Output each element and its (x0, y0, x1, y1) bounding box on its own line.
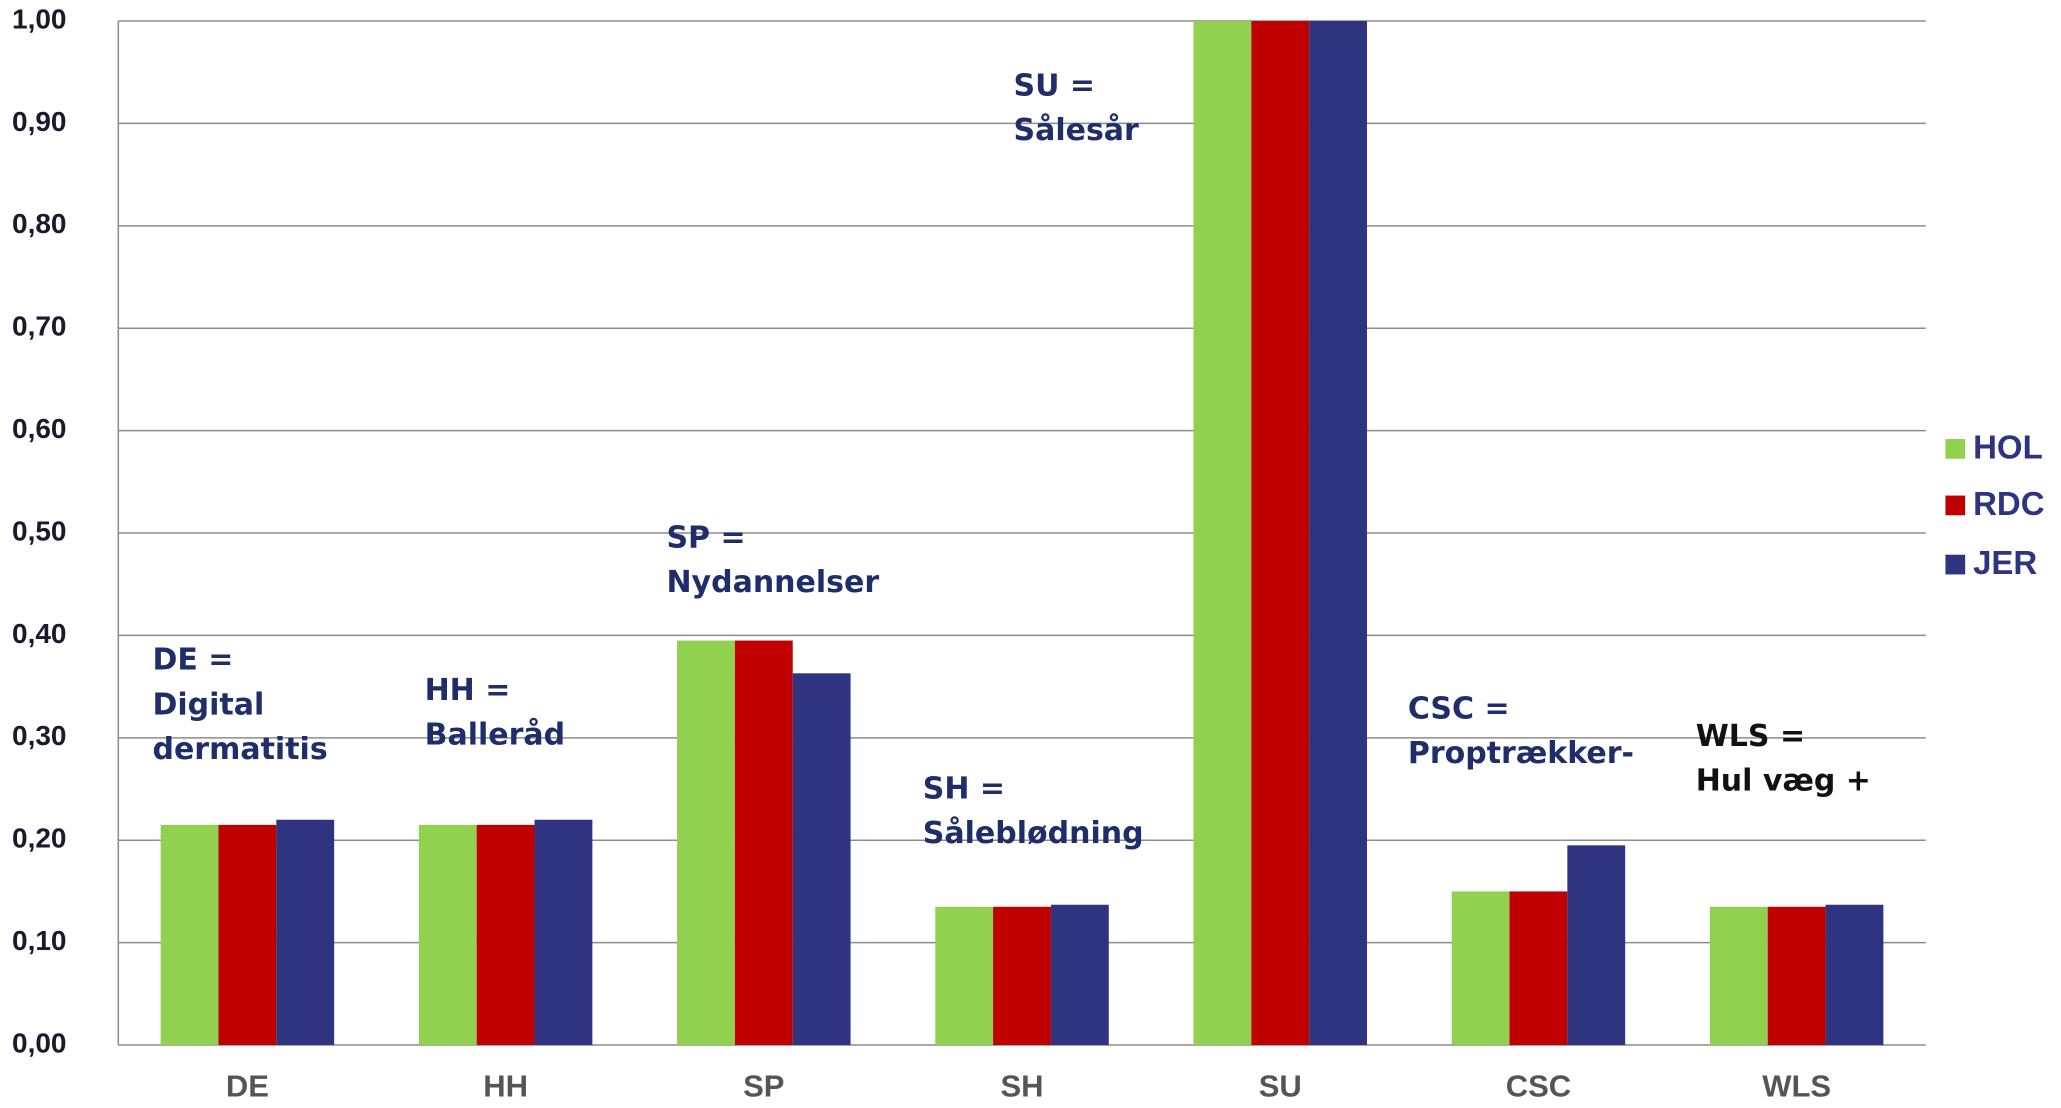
bar (1193, 21, 1251, 1045)
y-tick-label: 0,30 (12, 720, 67, 751)
annotation: DE = (152, 643, 233, 678)
y-tick-label: 0,80 (12, 208, 67, 239)
bar (1567, 845, 1625, 1045)
annotation: WLS = (1696, 719, 1805, 754)
bar (218, 825, 276, 1045)
bar (1510, 891, 1568, 1045)
bar (993, 907, 1051, 1045)
y-tick-label: 0,20 (12, 823, 67, 854)
annotation: CSC = (1408, 691, 1510, 726)
y-tick-label: 0,50 (12, 515, 67, 546)
x-tick-label: DE (226, 1069, 269, 1104)
annotation: Sålesår (1013, 112, 1139, 148)
x-tick-label: WLS (1762, 1069, 1831, 1104)
bar (735, 641, 793, 1045)
legend-swatch (1945, 496, 1965, 516)
y-tick-label: 0,00 (12, 1027, 67, 1058)
legend-label: HOL (1973, 428, 2043, 465)
bar (276, 820, 334, 1045)
bar (535, 820, 593, 1045)
annotation: SU = (1013, 68, 1095, 103)
annotation: SP = (666, 520, 745, 555)
bar (793, 673, 851, 1045)
annotation: Såleblødning (923, 815, 1144, 851)
bar (1051, 905, 1109, 1045)
chart: 0,00 0,10 0,20 0,30 0,40 0,50 0,60 0,70 0,80 0,90… (0, 0, 2061, 1108)
y-tick-label: 0,60 (12, 413, 67, 444)
bar (1309, 21, 1367, 1045)
y-tick-label: 0,70 (12, 311, 67, 342)
annotation: Nydannelser (666, 565, 879, 600)
legend-label: RDC (1973, 485, 2045, 522)
bar (1251, 21, 1309, 1045)
annotation: dermatitis (152, 732, 327, 767)
annotation: HH = (425, 673, 511, 708)
x-tick-label: HH (483, 1069, 528, 1104)
bar (677, 641, 735, 1045)
x-tick-label: SH (1000, 1069, 1043, 1104)
legend-label: JER (1973, 544, 2037, 581)
annotation: Balleråd (425, 717, 566, 753)
bar (477, 825, 535, 1045)
bar (161, 825, 219, 1045)
annotation: Hul væg + (1696, 764, 1871, 799)
y-tick-label: 0,90 (12, 106, 67, 137)
bar (1768, 907, 1826, 1045)
x-tick-label: SU (1259, 1069, 1302, 1104)
annotation: Proptrækker- (1408, 736, 1634, 771)
bar (1710, 907, 1768, 1045)
y-tick-label: 0,10 (12, 925, 67, 956)
bar (419, 825, 477, 1045)
bar (1826, 905, 1884, 1045)
y-tick-label: 1,00 (12, 3, 67, 34)
annotation: SH = (923, 772, 1005, 807)
legend-swatch (1945, 555, 1965, 575)
x-tick-label: SP (743, 1069, 784, 1104)
bar (1452, 891, 1510, 1045)
annotation: Digital (152, 687, 264, 722)
bar (935, 907, 993, 1045)
x-tick-label: CSC (1506, 1069, 1571, 1104)
y-tick-label: 0,40 (12, 618, 67, 649)
legend-swatch (1945, 439, 1965, 459)
